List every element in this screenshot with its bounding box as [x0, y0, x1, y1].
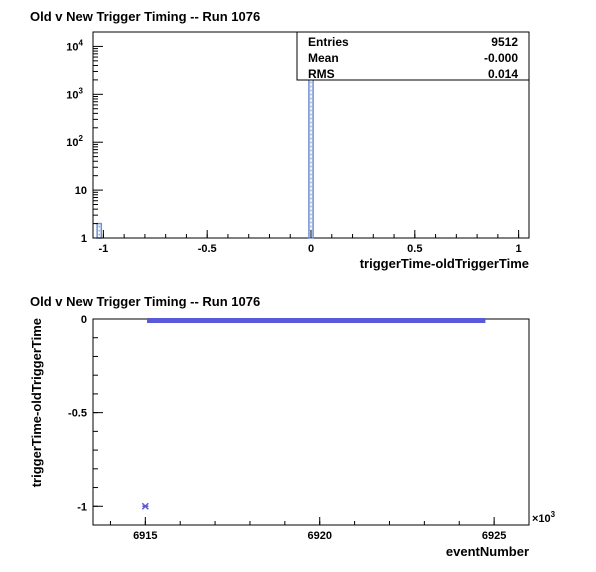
- histogram-y-tick-label: 103: [66, 86, 83, 101]
- histogram-x-tick-label: 0.5: [407, 243, 422, 255]
- scatter-y-tick-label: -1: [77, 501, 87, 513]
- histogram-bins: [96, 46, 314, 239]
- stats-box: Entries 9512 Mean -0.000 RMS 0.014: [296, 31, 530, 81]
- scatter-x-axis: 6915 6920 6925: [109, 517, 530, 542]
- scatter-x-multiplier-base: ×10: [532, 513, 551, 525]
- histogram-x-tick-label: 1: [516, 243, 522, 255]
- histogram-x-tick-label: 0: [308, 243, 314, 255]
- histogram-x-tick-label: -1: [98, 243, 108, 255]
- scatter-point-band: [147, 318, 486, 323]
- histogram-x-axis: -1 -0.5 0 0.5 1: [98, 230, 522, 255]
- histogram-title: Old v New Trigger Timing -- Run 1076: [30, 9, 260, 24]
- scatter-point: [141, 502, 149, 510]
- scatter-points: [141, 318, 486, 510]
- stats-entries-value: 9512: [491, 35, 518, 49]
- scatter-x-tick-label: 6915: [133, 530, 157, 542]
- scatter-panel: Old v New Trigger Timing -- Run 1076 691…: [29, 294, 556, 559]
- stats-box-frame: [296, 31, 530, 81]
- scatter-x-multiplier-exp: 3: [551, 510, 556, 519]
- y-tick-base: 10: [66, 89, 78, 101]
- y-tick-exponent: 2: [79, 134, 84, 143]
- scatter-frame: [92, 318, 530, 526]
- scatter-title: Old v New Trigger Timing -- Run 1076: [30, 294, 260, 309]
- scatter-x-tick-label: 6920: [307, 530, 331, 542]
- y-tick-exponent: 3: [79, 86, 84, 95]
- histogram-y-tick-label: 104: [66, 38, 83, 53]
- scatter-x-tick-label: 6925: [482, 530, 506, 542]
- stats-entries-label: Entries: [308, 35, 349, 49]
- y-tick-base: 10: [66, 41, 78, 53]
- scatter-y-axis-label: triggerTime-oldTriggerTime: [29, 318, 44, 487]
- scatter-y-tick-label: -0.5: [68, 408, 87, 420]
- histogram-panel: Old v New Trigger Timing -- Run 1076 -1-…: [30, 9, 530, 271]
- y-tick-exponent: 4: [79, 38, 84, 47]
- stats-rms-label: RMS: [308, 67, 335, 81]
- stats-mean-label: Mean: [308, 51, 339, 65]
- scatter-y-axis: 0 -0.5 -1: [68, 314, 103, 526]
- histogram-x-tick-label: -0.5: [198, 243, 217, 255]
- scatter-x-axis-label: eventNumber: [446, 544, 529, 559]
- scatter-x-multiplier: ×103: [532, 510, 556, 525]
- stats-rms-value: 0.014: [488, 67, 518, 81]
- histogram-y-tick-label: 10: [75, 185, 87, 197]
- stats-mean-value: -0.000: [484, 51, 518, 65]
- histogram-y-tick-label: 102: [66, 134, 83, 149]
- histogram-y-tick-label: 1: [81, 233, 87, 245]
- scatter-y-tick-label: 0: [81, 314, 87, 326]
- y-tick-base: 10: [66, 137, 78, 149]
- histogram-x-axis-label: triggerTime-oldTriggerTime: [360, 256, 529, 271]
